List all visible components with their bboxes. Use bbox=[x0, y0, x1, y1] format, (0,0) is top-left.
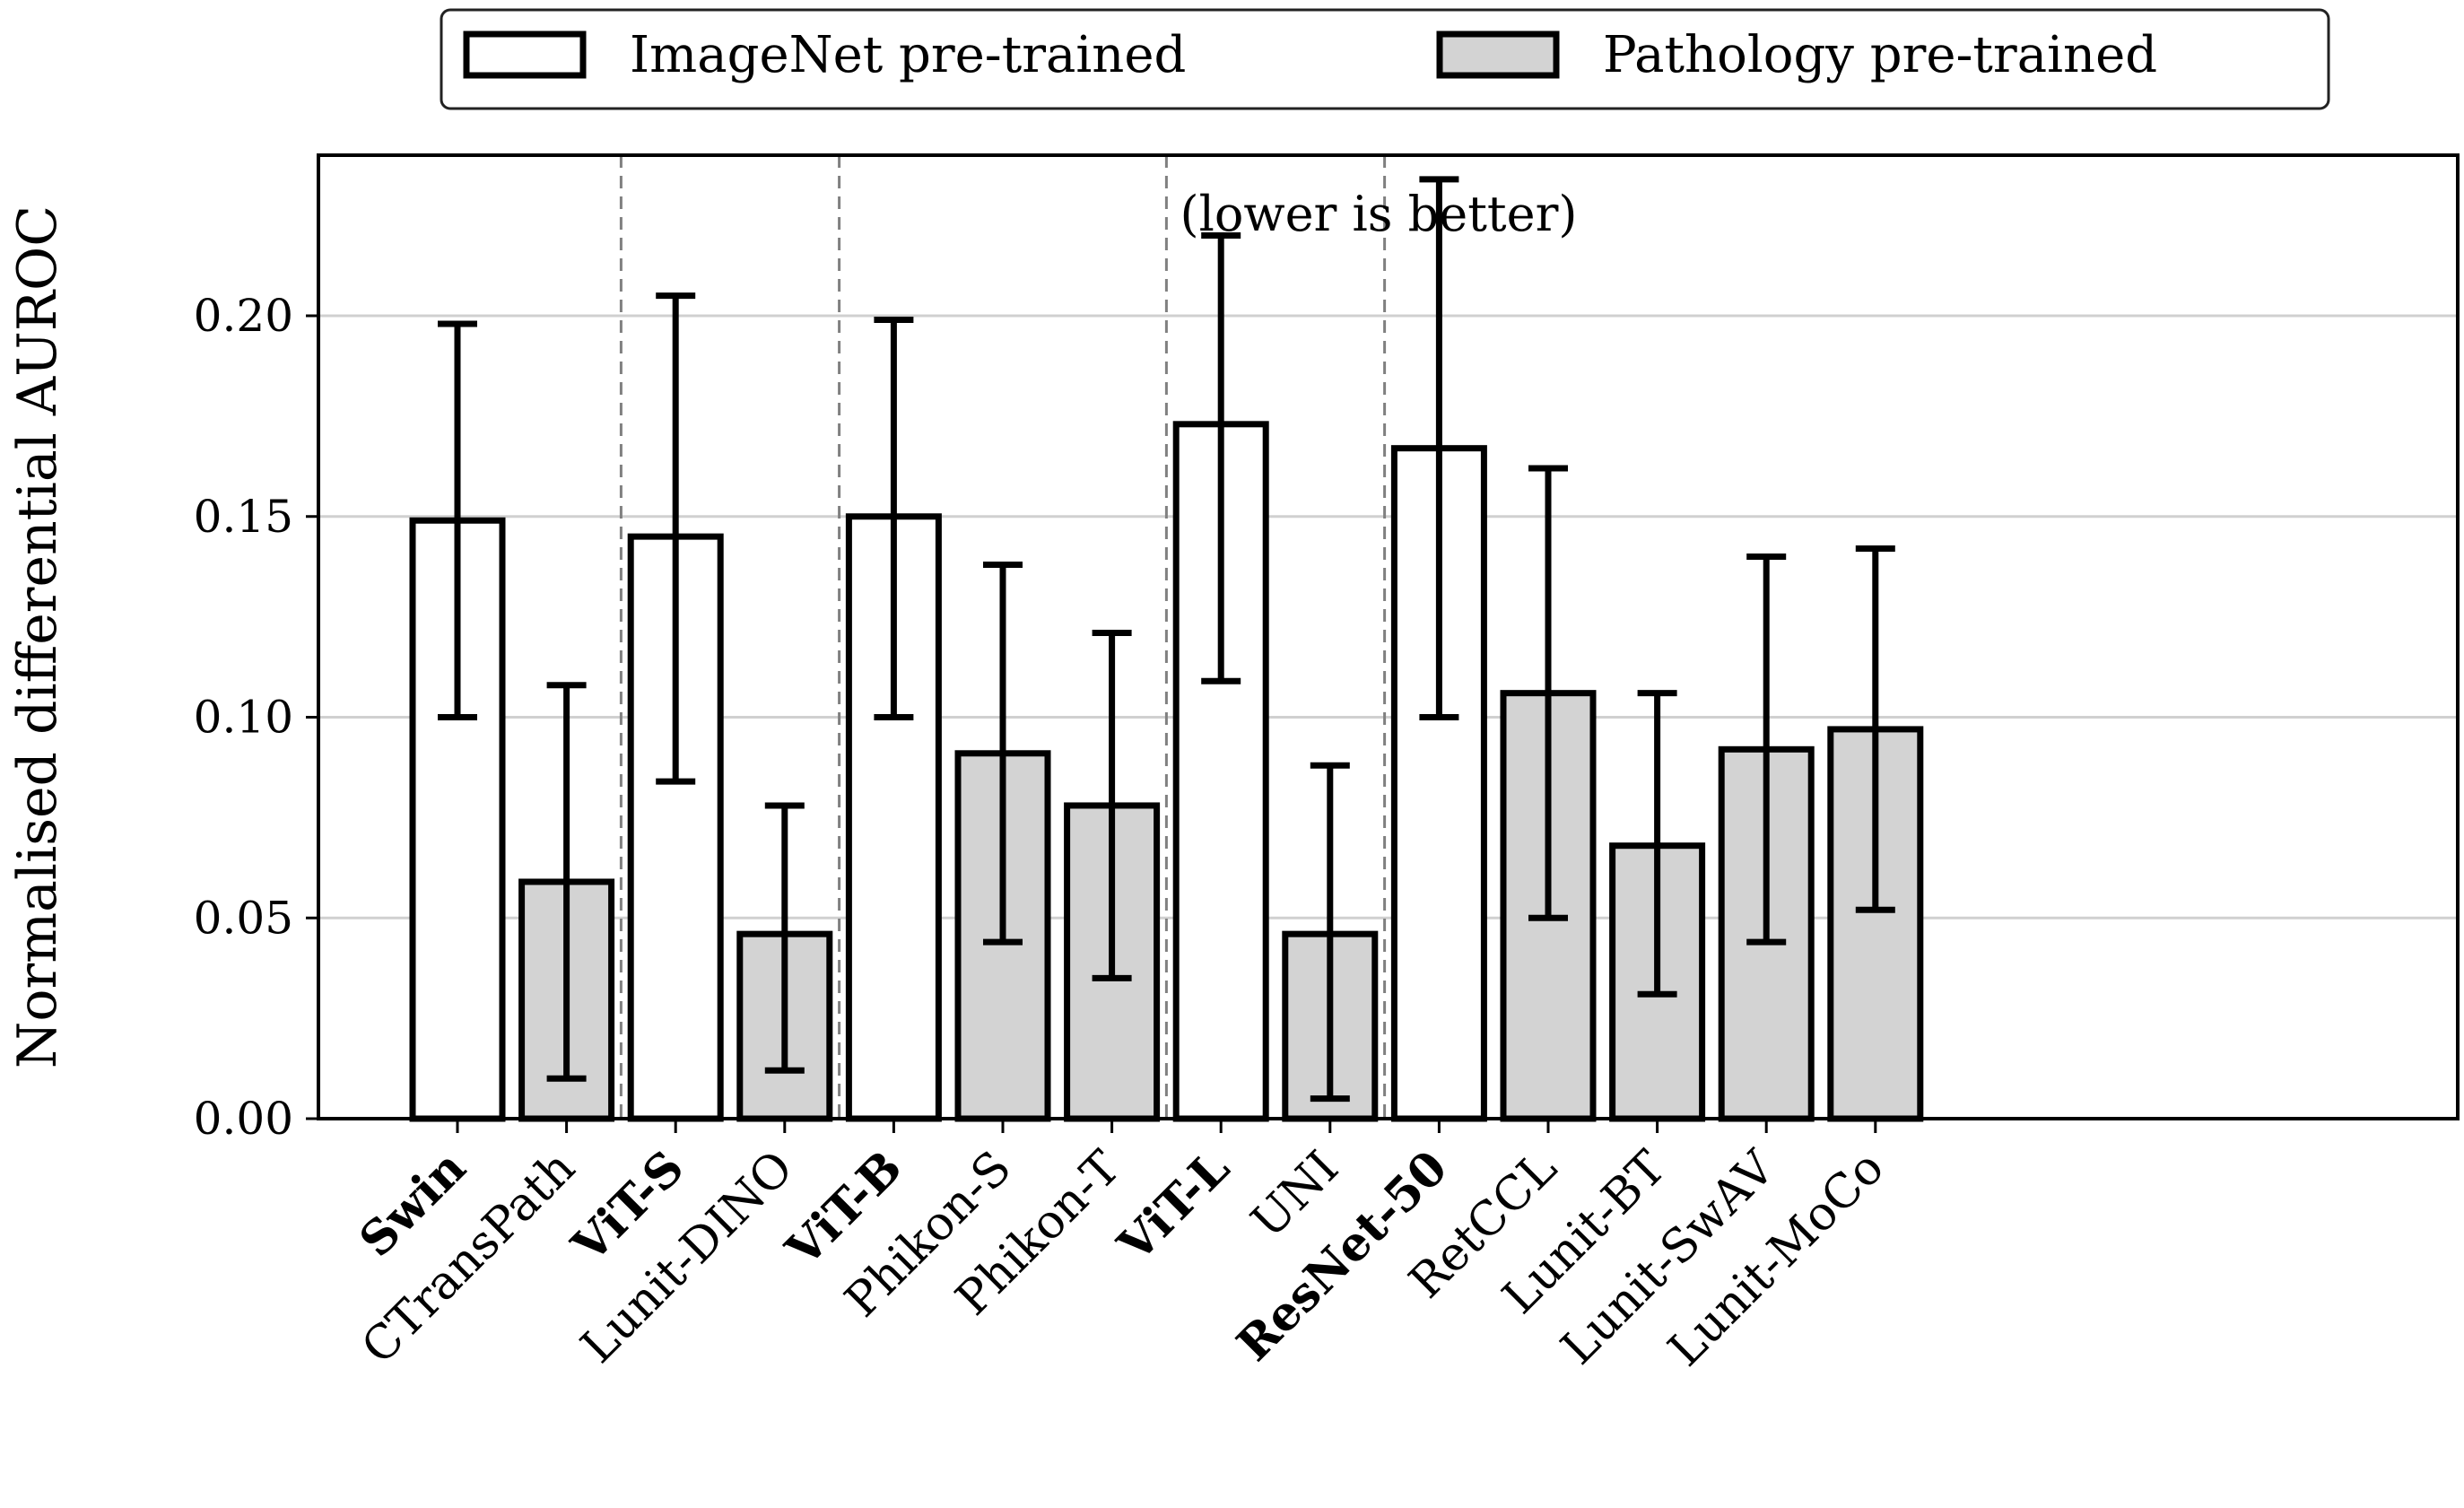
legend-label-imagenet: ImageNet pre-trained bbox=[630, 26, 1186, 84]
lower-is-better-annotation: (lower is better) bbox=[1180, 186, 1578, 242]
x-tick-label: ViT-L bbox=[1107, 1140, 1240, 1273]
y-axis-title: Normalised differential AUROC bbox=[6, 205, 69, 1068]
y-tick-label: 0.10 bbox=[194, 692, 293, 744]
legend-swatch-pathology bbox=[1436, 31, 1560, 79]
legend-label-pathology: Pathology pre-trained bbox=[1603, 26, 2157, 84]
y-tick-label: 0.20 bbox=[194, 290, 293, 342]
y-tick-label: 0.15 bbox=[194, 491, 293, 543]
plot-frame bbox=[317, 153, 2460, 1120]
y-tick-label: 0.05 bbox=[194, 892, 293, 944]
group-separators bbox=[619, 155, 1387, 1119]
y-axis-ticks: 0.00 0.05 0.10 0.15 0.20 bbox=[194, 290, 318, 1145]
x-axis-ticks: SwinCTransPathViT-SLunit-DINOViT-BPhikon… bbox=[349, 1119, 1894, 1377]
legend-frame bbox=[440, 8, 2330, 110]
legend: ImageNet pre-trained Pathology pre-traine… bbox=[440, 8, 2330, 110]
error-bars bbox=[438, 176, 1895, 1103]
y-tick-label: 0.00 bbox=[194, 1093, 293, 1145]
legend-swatch-imagenet bbox=[463, 31, 587, 79]
bar-vit-b bbox=[845, 513, 942, 1122]
